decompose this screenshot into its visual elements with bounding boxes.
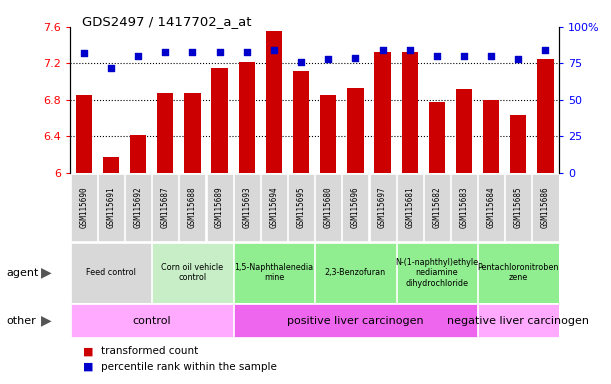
Bar (429, 102, 445, 173)
FancyBboxPatch shape (152, 243, 233, 303)
Text: ▶: ▶ (40, 314, 51, 328)
Text: 1,5-Naphthalenedia
mine: 1,5-Naphthalenedia mine (235, 263, 313, 282)
Point (269, 47, 279, 53)
Text: GSM115687: GSM115687 (161, 187, 170, 228)
Point (161, 49, 170, 55)
FancyBboxPatch shape (315, 174, 342, 241)
Text: GSM115691: GSM115691 (106, 187, 115, 228)
FancyBboxPatch shape (234, 174, 260, 241)
Text: GSM115685: GSM115685 (514, 187, 523, 228)
Point (405, 47, 415, 53)
Bar (510, 115, 527, 173)
Bar (266, 31, 282, 173)
Bar (76, 95, 92, 173)
Text: percentile rank within the sample: percentile rank within the sample (101, 362, 277, 372)
Text: 2,3-Benzofuran: 2,3-Benzofuran (325, 268, 386, 277)
Text: other: other (6, 316, 36, 326)
FancyBboxPatch shape (234, 243, 314, 303)
Bar (211, 68, 228, 173)
Point (296, 59, 306, 65)
Bar (401, 52, 418, 173)
Point (79, 50, 89, 56)
Text: GSM115686: GSM115686 (541, 187, 550, 228)
Text: GSM115693: GSM115693 (243, 187, 251, 228)
FancyBboxPatch shape (180, 174, 205, 241)
Text: negative liver carcinogen: negative liver carcinogen (447, 316, 590, 326)
Point (323, 56, 333, 62)
FancyBboxPatch shape (71, 174, 97, 241)
FancyBboxPatch shape (424, 174, 450, 241)
Point (486, 53, 496, 59)
Point (133, 53, 143, 59)
Point (378, 47, 387, 53)
Point (106, 65, 116, 71)
FancyBboxPatch shape (397, 174, 423, 241)
Bar (320, 95, 337, 173)
Text: Pentachloronitroben
zene: Pentachloronitroben zene (478, 263, 559, 282)
Bar (347, 88, 364, 173)
Text: N-(1-naphthyl)ethyle
nediamine
dihydrochloride: N-(1-naphthyl)ethyle nediamine dihydroch… (395, 258, 478, 288)
FancyBboxPatch shape (505, 174, 532, 241)
Bar (239, 61, 255, 173)
Text: GSM115689: GSM115689 (215, 187, 224, 228)
FancyBboxPatch shape (451, 174, 477, 241)
FancyBboxPatch shape (125, 174, 151, 241)
Text: GSM115684: GSM115684 (487, 187, 496, 228)
Text: ■: ■ (82, 362, 93, 372)
FancyBboxPatch shape (478, 174, 504, 241)
Bar (375, 52, 390, 173)
FancyBboxPatch shape (98, 174, 124, 241)
Text: ▶: ▶ (40, 266, 51, 280)
Text: GSM115697: GSM115697 (378, 187, 387, 228)
Point (432, 53, 442, 59)
Point (242, 49, 252, 55)
Point (459, 53, 469, 59)
FancyBboxPatch shape (397, 243, 477, 303)
Text: ■: ■ (82, 346, 93, 356)
Text: GSM115681: GSM115681 (405, 187, 414, 228)
Text: GDS2497 / 1417702_a_at: GDS2497 / 1417702_a_at (82, 15, 252, 28)
Text: GSM115683: GSM115683 (459, 187, 469, 228)
FancyBboxPatch shape (71, 243, 151, 303)
Bar (537, 59, 554, 173)
FancyBboxPatch shape (532, 174, 558, 241)
Text: transformed count: transformed count (101, 346, 198, 356)
Text: GSM115692: GSM115692 (134, 187, 142, 228)
FancyBboxPatch shape (71, 305, 233, 337)
Point (188, 49, 197, 55)
Text: GSM115694: GSM115694 (269, 187, 279, 228)
FancyBboxPatch shape (342, 174, 368, 241)
Text: Corn oil vehicle
control: Corn oil vehicle control (161, 263, 224, 282)
Text: Feed control: Feed control (86, 268, 136, 277)
FancyBboxPatch shape (478, 305, 558, 337)
Bar (185, 93, 200, 173)
Bar (157, 93, 174, 173)
FancyBboxPatch shape (478, 243, 558, 303)
Text: GSM115688: GSM115688 (188, 187, 197, 228)
FancyBboxPatch shape (207, 174, 233, 241)
FancyBboxPatch shape (261, 174, 287, 241)
Text: control: control (133, 316, 171, 326)
FancyBboxPatch shape (315, 243, 395, 303)
Bar (293, 71, 309, 173)
FancyBboxPatch shape (234, 305, 477, 337)
Bar (456, 89, 472, 173)
Text: GSM115680: GSM115680 (324, 187, 333, 228)
Text: GSM115695: GSM115695 (296, 187, 306, 228)
FancyBboxPatch shape (152, 174, 178, 241)
Bar (130, 136, 146, 173)
Point (541, 47, 551, 53)
FancyBboxPatch shape (370, 174, 395, 241)
FancyBboxPatch shape (288, 174, 314, 241)
Text: positive liver carcinogen: positive liver carcinogen (287, 316, 423, 326)
Point (513, 56, 523, 62)
Point (214, 49, 224, 55)
Text: GSM115696: GSM115696 (351, 187, 360, 228)
Bar (103, 157, 119, 173)
Text: agent: agent (6, 268, 38, 278)
Bar (483, 100, 499, 173)
Point (351, 55, 360, 61)
Text: GSM115682: GSM115682 (433, 187, 441, 228)
Text: GSM115690: GSM115690 (79, 187, 89, 228)
